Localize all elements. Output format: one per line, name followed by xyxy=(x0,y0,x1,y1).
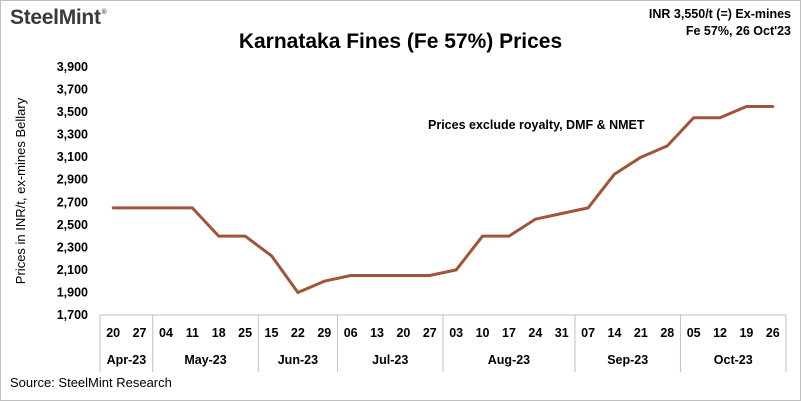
y-tick-label: 2,500 xyxy=(57,218,88,232)
x-tick-label: 15 xyxy=(265,326,279,340)
x-tick-label: 24 xyxy=(528,326,542,340)
x-month-label: Jul-23 xyxy=(372,353,408,367)
price-info-line2: Fe 57%, 26 Oct'23 xyxy=(685,24,791,38)
x-tick-label: 17 xyxy=(502,326,516,340)
x-tick-label: 14 xyxy=(608,326,622,340)
x-tick-label: 18 xyxy=(212,326,226,340)
price-info-line1: INR 3,550/t (=) Ex-mines xyxy=(648,7,791,21)
y-tick-label: 3,700 xyxy=(57,83,88,97)
x-tick-label: 06 xyxy=(344,326,358,340)
x-month-label: Jun-23 xyxy=(278,353,318,367)
y-tick-label: 3,100 xyxy=(57,150,88,164)
x-tick-label: 28 xyxy=(660,326,674,340)
chart-annotation: Prices exclude royalty, DMF & NMET xyxy=(428,118,645,132)
x-tick-label: 07 xyxy=(581,326,595,340)
x-tick-label: 26 xyxy=(766,326,780,340)
chart-title: Karnataka Fines (Fe 57%) Prices xyxy=(238,30,563,53)
y-axis-label: Prices in INR/t, ex-mines Bellary xyxy=(13,97,28,284)
y-tick-label: 2,900 xyxy=(57,173,88,187)
x-tick-label: 04 xyxy=(159,326,173,340)
x-tick-label: 03 xyxy=(449,326,463,340)
x-tick-label: 10 xyxy=(476,326,490,340)
y-tick-label: 2,700 xyxy=(57,195,88,209)
x-month-label: May-23 xyxy=(184,353,226,367)
x-tick-label: 05 xyxy=(687,326,701,340)
x-tick-label: 20 xyxy=(396,326,410,340)
x-tick-label: 27 xyxy=(423,326,437,340)
x-month-label: Oct-23 xyxy=(714,353,753,367)
x-tick-label: 27 xyxy=(133,326,147,340)
x-tick-label: 29 xyxy=(317,326,331,340)
registered-mark: ® xyxy=(101,9,107,16)
x-tick-label: 25 xyxy=(238,326,252,340)
y-tick-label: 3,500 xyxy=(57,105,88,119)
x-tick-label: 20 xyxy=(106,326,120,340)
y-tick-label: 1,700 xyxy=(57,308,88,322)
x-tick-label: 22 xyxy=(291,326,305,340)
x-tick-label: 13 xyxy=(370,326,384,340)
x-month-label: Aug-23 xyxy=(488,353,530,367)
y-tick-label: 3,900 xyxy=(57,60,88,74)
x-tick-label: 21 xyxy=(634,326,648,340)
y-tick-label: 1,900 xyxy=(57,285,88,299)
x-month-label: Apr-23 xyxy=(107,353,147,367)
x-tick-label: 19 xyxy=(739,326,753,340)
x-tick-label: 31 xyxy=(555,326,569,340)
price-series-line xyxy=(111,105,775,294)
y-tick-label: 3,300 xyxy=(57,128,88,142)
steelmint-logo: SteelMint® xyxy=(10,6,107,29)
x-month-label: Sep-23 xyxy=(607,353,648,367)
y-tick-label: 2,300 xyxy=(57,240,88,254)
source-note: Source: SteelMint Research xyxy=(10,375,172,390)
x-tick-label: 12 xyxy=(713,326,727,340)
price-info: INR 3,550/t (=) Ex-mines Fe 57%, 26 Oct'… xyxy=(649,6,791,40)
y-tick-label: 2,100 xyxy=(57,263,88,277)
x-tick-label: 11 xyxy=(186,326,199,340)
